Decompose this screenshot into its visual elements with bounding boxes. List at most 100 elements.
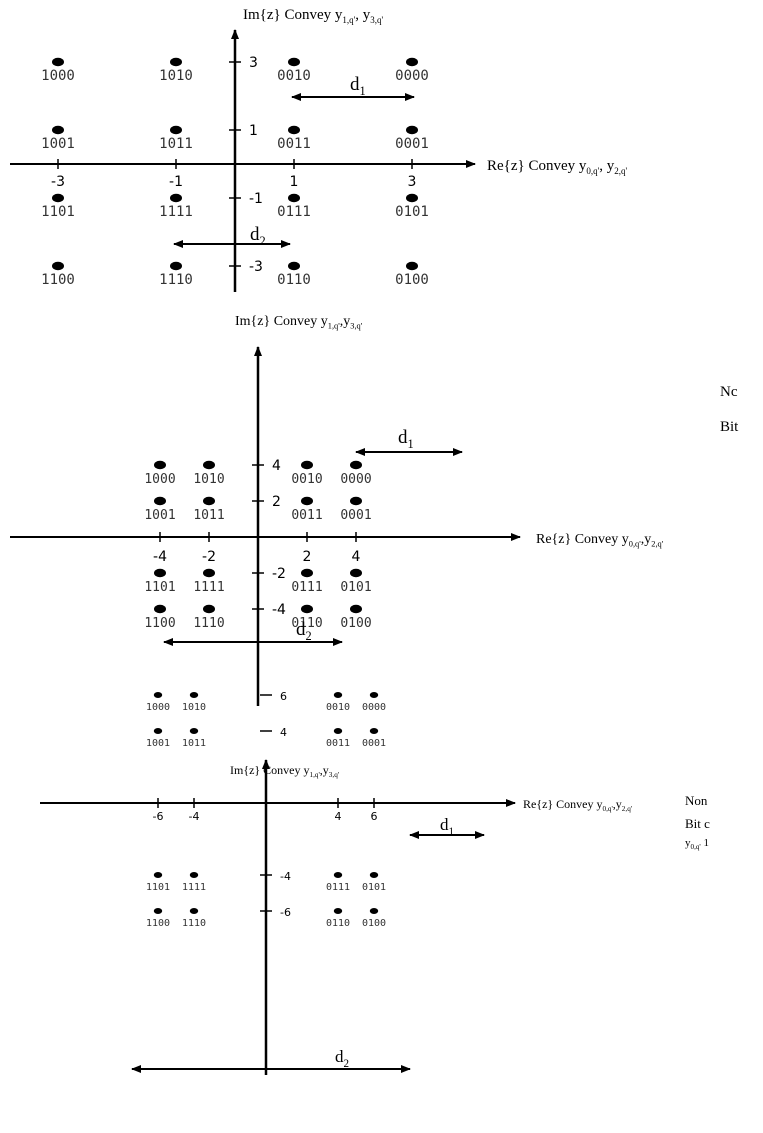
constellation-point — [170, 57, 182, 67]
constellation-point — [170, 193, 182, 203]
bit-label: 0000 — [362, 702, 386, 713]
constellation-point — [154, 460, 166, 470]
bit-label: 1100 — [144, 616, 175, 631]
constellation-panel-2: Im{z} Convey y1,q',y3,q' Re{z} Convey y0,… — [10, 314, 739, 706]
y-tick-label: -6 — [280, 906, 291, 919]
constellation-point — [288, 57, 300, 67]
constellation-point — [203, 496, 215, 506]
y-tick-label: 2 — [272, 494, 281, 510]
constellation-point — [406, 57, 418, 67]
bit-label: 1011 — [159, 136, 193, 152]
bit-label: 0101 — [362, 882, 386, 893]
constellation-point — [288, 125, 300, 135]
d2-label: d2 — [250, 224, 266, 248]
x-tick-label: 1 — [290, 174, 299, 190]
bit-label: 0111 — [277, 204, 311, 220]
d1-label: d1 — [350, 74, 366, 98]
constellation-point — [153, 728, 163, 734]
constellation-point — [350, 568, 362, 578]
x-tick-label: -1 — [169, 174, 183, 190]
bit-label: 1001 — [144, 508, 175, 523]
constellation-point — [203, 460, 215, 470]
y-tick-label: -2 — [272, 566, 286, 582]
side-note-line: Bit — [720, 419, 739, 435]
x-tick-label: 6 — [371, 810, 378, 823]
x-tick-label: -4 — [153, 549, 167, 565]
truncated-side-note: Non Bit c y0,q' 1 — [685, 793, 710, 851]
bit-label: 0110 — [277, 272, 311, 288]
bit-label: 1011 — [182, 738, 206, 749]
constellation-point — [153, 908, 163, 914]
d2-label: d2 — [296, 619, 312, 643]
bit-label: 0100 — [395, 272, 429, 288]
bit-label: 1111 — [159, 204, 193, 220]
bit-label: 0101 — [340, 580, 371, 595]
bit-label: 0011 — [277, 136, 311, 152]
y-tick-label: 1 — [249, 123, 258, 139]
side-note-line: y0,q' 1 — [685, 837, 709, 851]
y-tick-label: -3 — [249, 259, 263, 275]
side-note-line: Nc — [720, 384, 738, 400]
constellation-point — [52, 125, 64, 135]
y-tick-label: -4 — [272, 602, 286, 618]
bit-label: 1111 — [193, 580, 224, 595]
bit-label: 1101 — [144, 580, 175, 595]
bit-label: 0111 — [326, 882, 350, 893]
constellation-point — [333, 872, 343, 878]
constellation-point — [154, 604, 166, 614]
bit-label: 0101 — [395, 204, 429, 220]
constellation-point — [153, 692, 163, 698]
bit-label: 0001 — [395, 136, 429, 152]
y-tick-label: -4 — [280, 870, 291, 883]
bit-label: 1111 — [182, 882, 206, 893]
constellation-point — [406, 125, 418, 135]
d2-label: d2 — [335, 1047, 349, 1070]
constellation-point — [369, 872, 379, 878]
x-tick-label: 4 — [335, 810, 342, 823]
bit-label: 1011 — [193, 508, 224, 523]
bit-label: 0011 — [291, 508, 322, 523]
bit-label: 1100 — [41, 272, 75, 288]
bit-label: 1000 — [144, 472, 175, 487]
real-axis-title: Re{z} Convey y0,q',y2,q' — [523, 797, 632, 813]
constellation-point — [333, 692, 343, 698]
constellation-point — [189, 872, 199, 878]
constellation-point — [52, 57, 64, 67]
x-tick-label: 2 — [303, 549, 312, 565]
bit-label: 0000 — [395, 68, 429, 84]
imag-axis-title: Im{z} Convey y1,q', y3,q' — [243, 7, 384, 25]
constellation-point — [369, 728, 379, 734]
bit-label: 1010 — [182, 702, 206, 713]
constellation-point — [203, 568, 215, 578]
bit-label: 1101 — [41, 204, 75, 220]
x-tick-label: -2 — [202, 549, 216, 565]
constellation-point — [189, 692, 199, 698]
constellation-point — [154, 496, 166, 506]
y-tick-label: 4 — [280, 726, 287, 739]
constellation-point — [350, 460, 362, 470]
bit-label: 0010 — [277, 68, 311, 84]
bit-label: 0001 — [340, 508, 371, 523]
constellation-point — [301, 496, 313, 506]
bit-label: 0001 — [362, 738, 386, 749]
y-tick-label: 3 — [249, 55, 258, 71]
y-tick-label: -1 — [249, 191, 263, 207]
side-note-line: Bit c — [685, 816, 710, 831]
x-tick-label: 3 — [408, 174, 417, 190]
constellation-point — [406, 261, 418, 271]
y-tick-label: 6 — [280, 690, 287, 703]
bit-label: 0111 — [291, 580, 322, 595]
constellation-point — [170, 261, 182, 271]
bit-label: 1101 — [146, 882, 170, 893]
bit-label: 1010 — [159, 68, 193, 84]
x-tick-label: -4 — [189, 810, 200, 823]
constellation-point — [203, 604, 215, 614]
bit-label: 1000 — [41, 68, 75, 84]
constellation-panel-1: Im{z} Convey y1,q', y3,q' Re{z} Convey y0… — [10, 7, 628, 292]
bit-label: 1110 — [159, 272, 193, 288]
x-tick-label: -3 — [51, 174, 65, 190]
constellation-point — [350, 604, 362, 614]
x-tick-label: -6 — [153, 810, 164, 823]
real-axis-title: Re{z} Convey y0,q', y2,q' — [487, 158, 628, 176]
